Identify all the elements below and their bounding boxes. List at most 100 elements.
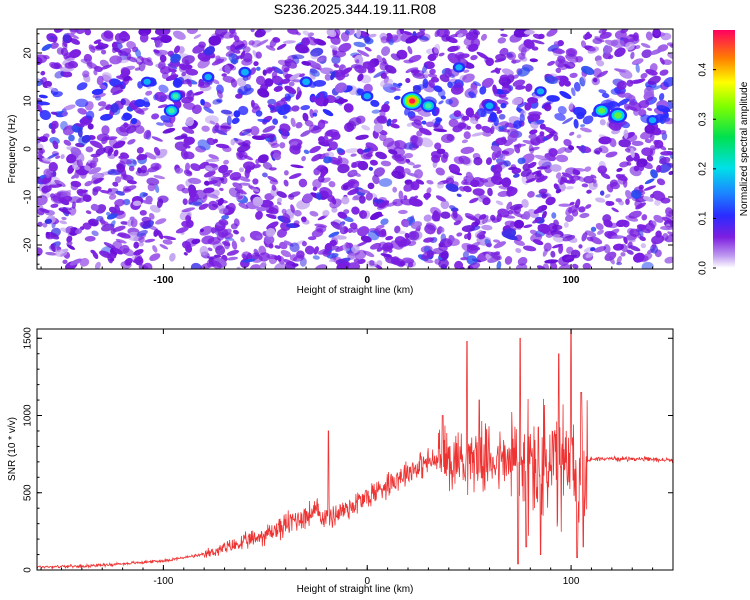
spectrogram-blob: [109, 55, 122, 65]
spectrogram-blob: [138, 241, 144, 247]
spectrogram-blob: [368, 33, 377, 38]
spectrogram-blob: [660, 32, 672, 41]
spectrogram-blob: [295, 121, 303, 129]
spectrogram-blob: [529, 58, 538, 63]
spectrogram-blob: [249, 67, 257, 75]
spectrogram-blob: [151, 136, 163, 142]
spectrogram-blob: [656, 105, 670, 113]
spectrogram-blob: [37, 101, 51, 106]
spectrogram-blob: [474, 111, 479, 122]
spectrogram-blob: [62, 33, 70, 43]
spectrogram-blob: [486, 243, 492, 248]
spectrogram-blob: [221, 214, 230, 220]
spectrogram-blob: [117, 232, 131, 239]
spectrogram-blob: [274, 245, 281, 249]
spectrogram-blob: [159, 54, 167, 63]
spectrogram-blob: [461, 225, 476, 233]
spectrogram-blob: [448, 118, 459, 128]
spectrogram-blob: [538, 188, 548, 194]
spectrogram-blob: [256, 66, 261, 71]
spectrogram-blob: [242, 87, 254, 96]
spectrogram-blob: [167, 50, 175, 57]
spectrogram-blob: [287, 29, 299, 35]
spectrogram-blob: [84, 235, 96, 242]
spectrogram-blob: [122, 112, 132, 120]
spectrogram-blob: [280, 249, 292, 258]
spectrogram-blob: [234, 43, 246, 49]
spectrogram-blob: [127, 180, 137, 185]
spectrogram-blob: [81, 134, 91, 143]
spectrogram-blob: [255, 235, 263, 239]
spectrogram-blob: [279, 142, 286, 149]
spectrogram-blob: [274, 255, 279, 261]
spectrogram-blob: [624, 92, 633, 100]
spectrogram-blob: [573, 118, 579, 129]
spectrogram-blob: [48, 162, 58, 172]
spectrogram-blob: [660, 225, 673, 231]
spectrogram-blob: [658, 162, 672, 173]
spectrogram-blob: [428, 79, 435, 88]
spectrogram-blob: [268, 243, 274, 249]
spectrogram-blob: [123, 75, 131, 82]
spectrogram-blob: [417, 138, 423, 147]
spectrogram-blob: [132, 257, 142, 263]
spectrogram-blob: [388, 38, 394, 46]
spectrogram-blob: [339, 223, 345, 234]
spectrogram-blob: [325, 151, 335, 158]
spectrogram-blob: [42, 222, 48, 228]
spectrogram-blob: [433, 43, 441, 54]
spectrogram-blob: [201, 125, 210, 132]
spectrogram-blob: [380, 160, 392, 167]
spectrogram-blob: [652, 190, 666, 201]
spectrogram-blob: [288, 191, 301, 198]
spectrogram-blob: [656, 165, 662, 173]
spectrogram-blob: [282, 115, 288, 119]
spectrogram-blob: [291, 105, 300, 112]
spectrogram-blob: [230, 138, 236, 146]
spectrogram-blob: [221, 228, 232, 237]
spectrogram-blob: [226, 115, 232, 126]
spectrogram-blob: [158, 60, 166, 70]
spectrogram-blob: [188, 201, 203, 206]
snr-series-line: [37, 329, 673, 570]
spectrogram-blob: [525, 83, 533, 92]
spectrogram-blob: [641, 214, 648, 221]
spectrogram-blob: [319, 187, 333, 198]
spectrogram-blob: [356, 29, 362, 38]
spectrogram-blob: [626, 161, 632, 166]
colorbar-tick-label: 0.4: [698, 62, 709, 76]
spectrogram-blob: [625, 41, 635, 51]
spectrogram-blob: [407, 261, 414, 268]
spectrogram-blob: [541, 210, 547, 219]
spectrogram-blob: [92, 186, 102, 192]
spectrogram-blob: [181, 72, 187, 77]
spectrogram-blob: [599, 31, 612, 39]
spectrogram-blob: [440, 153, 448, 163]
spectrogram-blob: [627, 241, 633, 249]
spectrogram-blob: [659, 156, 671, 165]
spectrogram-blob: [316, 227, 323, 232]
spectrogram-blob: [60, 190, 72, 198]
spectrogram-blob: [326, 29, 337, 38]
spectrogram-blob: [226, 250, 239, 256]
spectrogram-blob: [262, 69, 267, 76]
spectrogram-blob: [262, 125, 276, 133]
spectrogram-blob: [318, 136, 325, 143]
spectrogram-blob: [391, 118, 398, 124]
spectrogram-blob: [461, 139, 468, 144]
spectrogram-blob: [360, 235, 372, 243]
spectrogram-blob: [386, 201, 398, 207]
spectrogram-blob: [157, 29, 171, 37]
spectrogram-blob: [640, 72, 648, 79]
spectrogram-blob: [385, 235, 394, 241]
spectrogram-hotspot: [204, 73, 212, 81]
spectrogram-blob: [242, 46, 251, 53]
chart-title: S236.2025.344.19.11.R08: [274, 1, 437, 17]
spectrogram-blob: [241, 58, 253, 66]
spectrogram-blob: [301, 216, 307, 223]
spectrogram-blob: [324, 74, 332, 81]
spectrogram-blob: [617, 175, 628, 185]
spectrogram-blob: [457, 33, 463, 38]
spectrogram-blob: [96, 133, 110, 142]
spectrogram-blob: [500, 33, 508, 37]
